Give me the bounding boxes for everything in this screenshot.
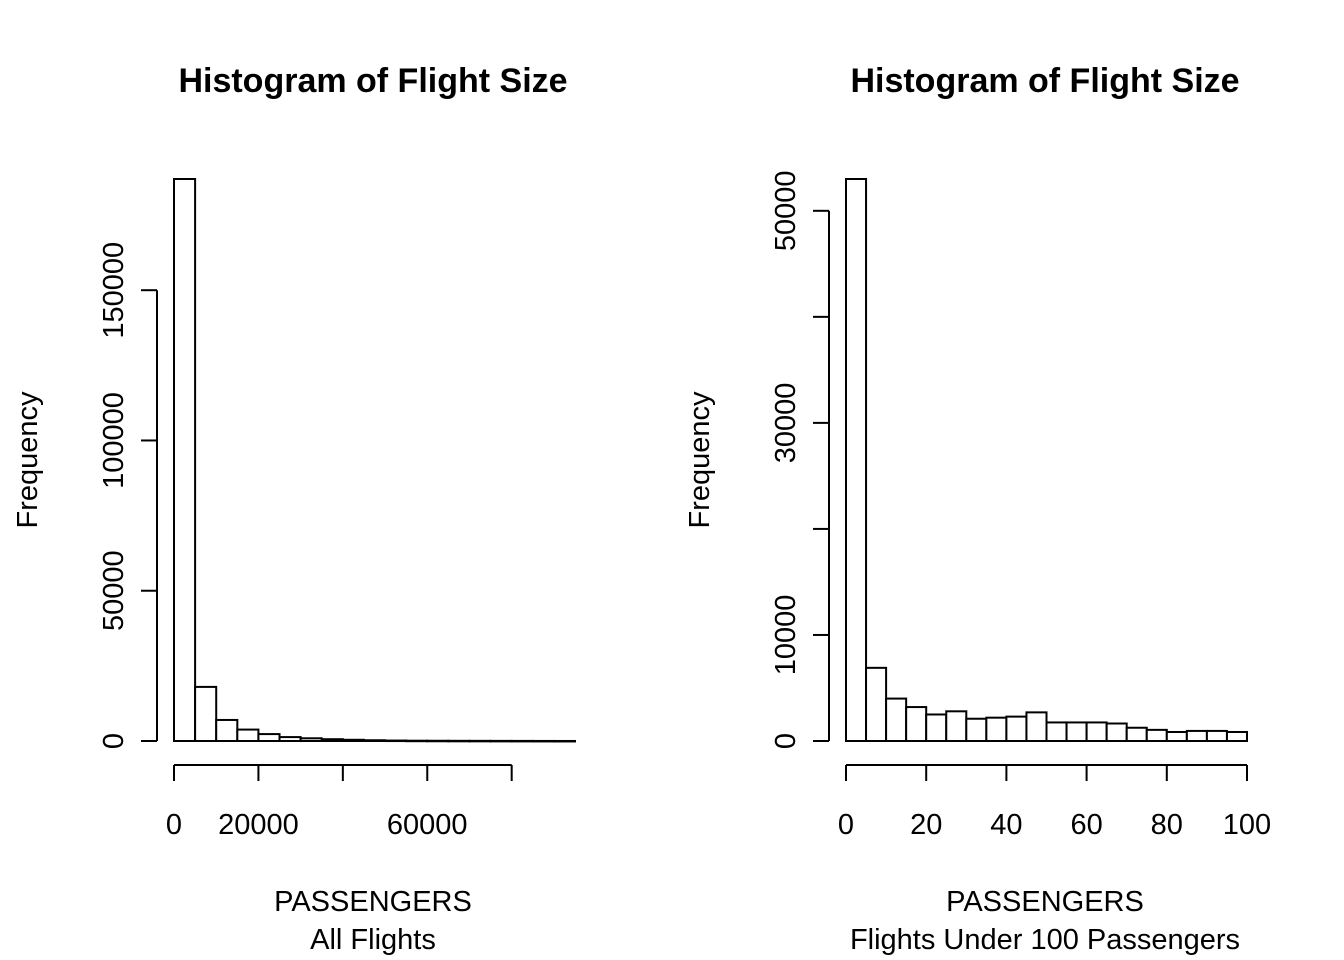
histogram-bar: [1065, 721, 1088, 743]
x-tick-label: 20000: [218, 809, 299, 841]
histogram-bar: [552, 739, 576, 743]
x-tick-label: 0: [166, 809, 182, 841]
y-tick-label: 150000: [98, 242, 130, 339]
x-tick-label: 100: [1223, 809, 1271, 841]
y-tick-label: 100000: [98, 392, 130, 489]
histogram-bar: [1225, 730, 1248, 743]
x-axis-subtitle: Flights Under 100 Passengers: [850, 924, 1240, 956]
y-tick-label: 50000: [98, 550, 130, 631]
x-axis-subtitle: All Flights: [310, 924, 436, 956]
histogram-bar: [845, 178, 868, 742]
histogram-bar: [489, 739, 513, 743]
histogram-bar: [510, 739, 534, 743]
histogram-bar: [320, 738, 344, 742]
histogram-bar: [299, 737, 323, 742]
histogram-bar: [447, 739, 471, 743]
histogram-bar: [1145, 728, 1168, 742]
histogram-bar: [1105, 722, 1128, 743]
chart-title: Histogram of Flight Size: [850, 62, 1239, 100]
x-tick-label: 20: [910, 809, 942, 841]
chart-panel-2: Histogram of Flight Size 0 10000 30000 50000…: [684, 62, 1271, 956]
histogram-bar: [362, 739, 387, 742]
x-tick-label: 0: [838, 809, 854, 841]
x-axis-label: PASSENGERS: [946, 886, 1144, 918]
histogram-bar: [945, 710, 968, 743]
histogram-bar: [173, 178, 197, 742]
chart-title: Histogram of Flight Size: [178, 62, 567, 100]
y-tick-label: 50000: [770, 170, 802, 251]
histogram-bar: [985, 716, 1008, 742]
histogram-bar: [468, 739, 492, 743]
histogram-bar: [215, 718, 239, 743]
histogram-bar: [965, 717, 988, 742]
histogram-bar: [1005, 715, 1028, 743]
y-tick-label: 30000: [770, 383, 802, 464]
y-axis-label: Frequency: [12, 391, 44, 529]
histogram-bar: [1165, 730, 1188, 743]
histogram-bar: [236, 728, 260, 742]
histogram-bar: [1205, 729, 1228, 742]
x-tick-label: 60: [1070, 809, 1102, 841]
histogram-bar: [194, 685, 218, 743]
histogram-bar: [925, 713, 948, 742]
y-axis-label: Frequency: [684, 391, 716, 529]
histogram-bar: [905, 706, 928, 743]
histogram-bar: [865, 666, 888, 743]
histogram-bar: [1185, 729, 1208, 742]
histogram-bar: [341, 738, 365, 742]
x-tick-label: 60000: [387, 809, 468, 841]
y-tick-label: 10000: [770, 595, 802, 676]
histogram-bar: [278, 736, 302, 743]
histogram-bar: [1045, 721, 1068, 743]
histogram-bar: [405, 739, 429, 743]
histogram-bar: [1085, 721, 1108, 743]
histogram-bar: [531, 739, 555, 743]
chart-panel-1: Histogram of Flight Size 0 50000 100000 1500…: [12, 62, 576, 956]
histogram-bar: [426, 739, 450, 743]
histogram-bar: [1125, 726, 1148, 743]
y-tick-label: 0: [98, 733, 130, 749]
y-tick-label: 0: [770, 733, 802, 749]
histogram-bar: [384, 739, 408, 743]
x-tick-label: 80: [1151, 809, 1183, 841]
x-tick-label: 40: [990, 809, 1022, 841]
histogram-bar: [885, 697, 908, 742]
histogram-bar: [1025, 711, 1048, 742]
x-axis-label: PASSENGERS: [274, 886, 472, 918]
histogram-bar: [257, 733, 281, 743]
